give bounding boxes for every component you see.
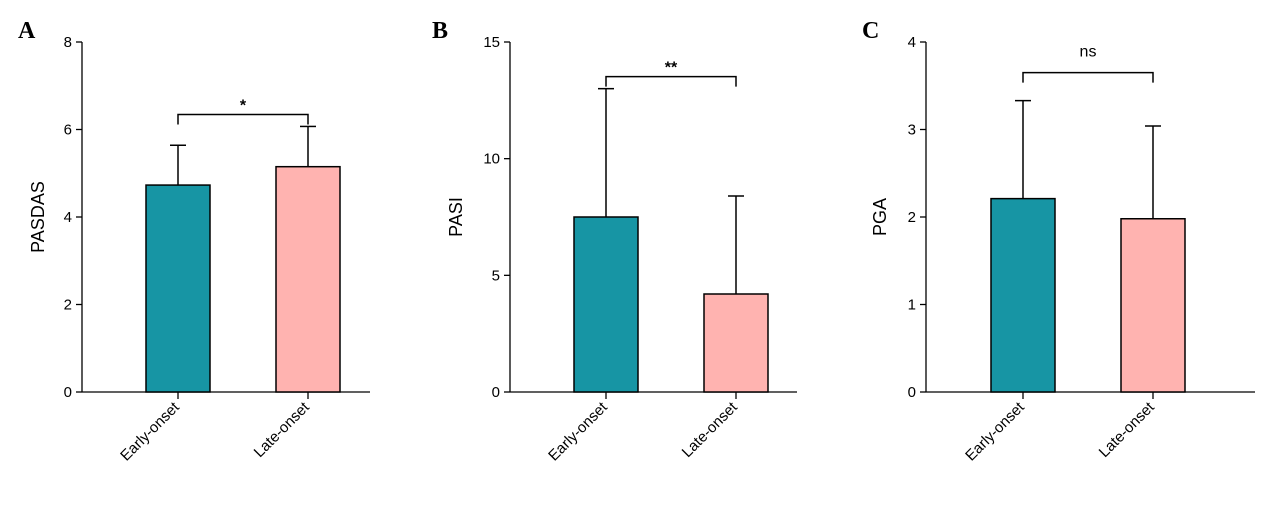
y-axis-label: PASDAS — [28, 181, 48, 253]
y-tick-label: 0 — [64, 384, 72, 401]
bar — [1120, 218, 1186, 393]
x-tick-label: Late-onset — [251, 398, 314, 461]
x-tick-label: Late-onset — [679, 398, 742, 461]
y-axis-label: PASI — [446, 197, 466, 237]
y-axis-label: PGA — [870, 198, 890, 236]
significance-label: ** — [665, 60, 678, 77]
panel-letter: B — [432, 18, 448, 44]
bar — [990, 197, 1056, 393]
significance-bracket — [1022, 71, 1154, 83]
panel-letter: C — [862, 18, 879, 44]
x-tick-label: Early-onset — [962, 398, 1028, 464]
bar — [275, 165, 341, 393]
y-tick-label: 4 — [908, 34, 916, 51]
y-tick-label: 4 — [64, 209, 72, 226]
panel-letter: A — [18, 18, 36, 44]
panel-b: B 0 5 10 15 PASI Early-onset Late-onset ** — [432, 18, 797, 464]
significance-bracket — [605, 75, 737, 87]
y-tick-label: 15 — [483, 34, 500, 51]
y-tick-label: 2 — [908, 209, 916, 226]
panel-c: C 0 1 2 3 4 PGA Early-onset Late-onset ns — [862, 18, 1255, 464]
y-tick-label: 8 — [64, 34, 72, 51]
bar — [145, 184, 211, 393]
x-tick-label: Late-onset — [1096, 398, 1159, 461]
significance-label: ns — [1080, 44, 1097, 61]
panel-a: A 0 2 4 6 8 PASDAS Early-onset Late-onset * — [18, 18, 370, 464]
y-tick-label: 10 — [483, 151, 500, 168]
y-tick-label: 0 — [492, 384, 500, 401]
y-tick-label: 2 — [64, 297, 72, 314]
bar — [703, 293, 769, 393]
y-tick-label: 6 — [64, 122, 72, 139]
y-tick-label: 3 — [908, 122, 916, 139]
bar — [573, 216, 639, 393]
y-tick-label: 1 — [908, 297, 916, 314]
x-tick-label: Early-onset — [545, 398, 611, 464]
significance-bracket — [177, 113, 309, 125]
significance-label: * — [240, 97, 247, 114]
y-tick-label: 0 — [908, 384, 916, 401]
x-tick-label: Early-onset — [117, 398, 183, 464]
y-tick-label: 5 — [492, 267, 500, 284]
